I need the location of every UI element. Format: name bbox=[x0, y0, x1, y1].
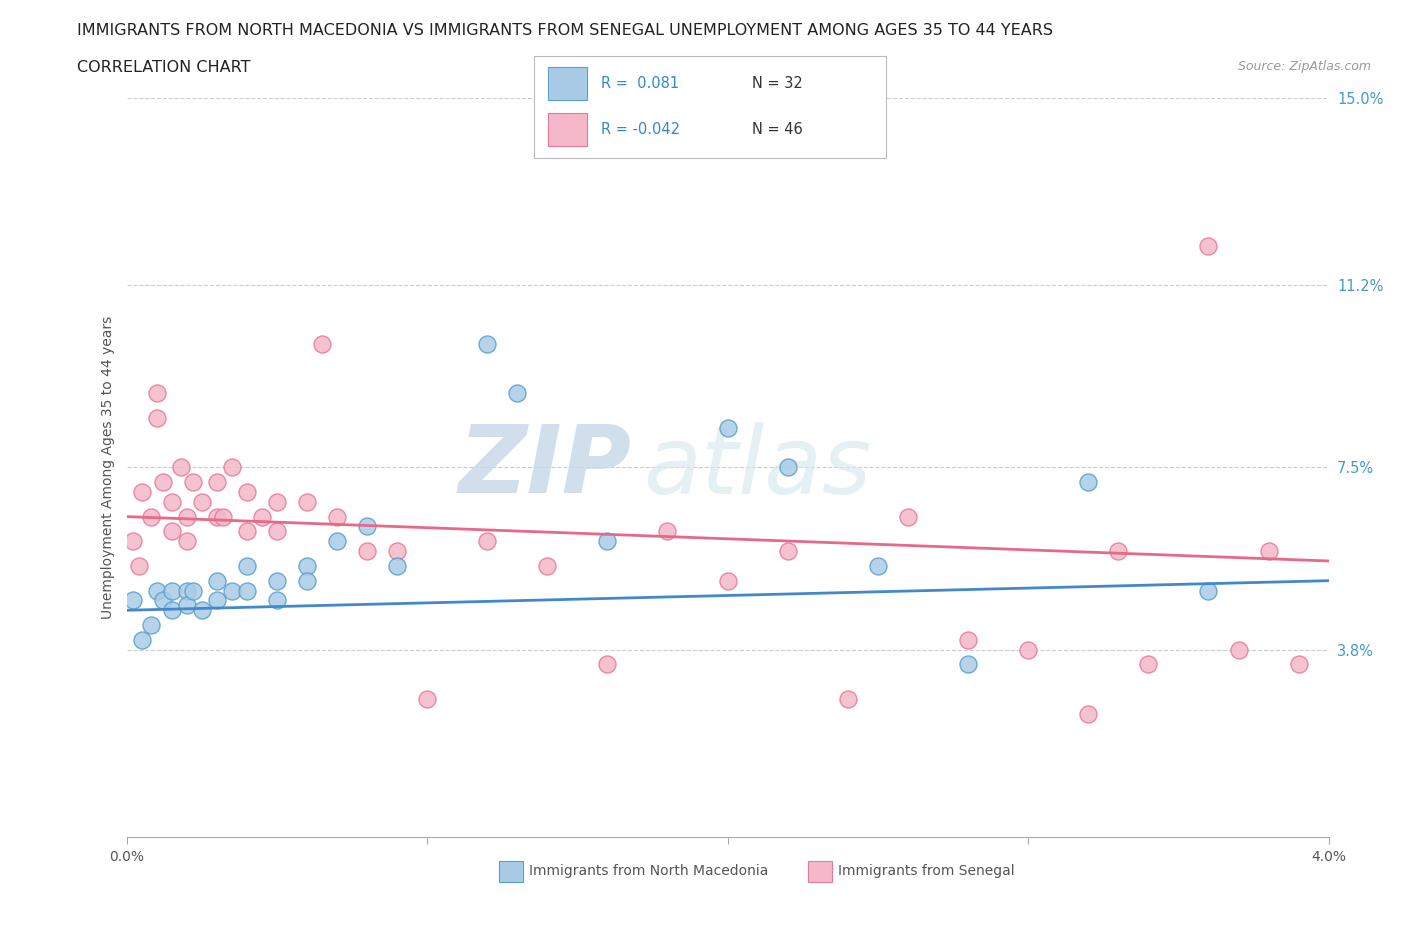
Text: Immigrants from Senegal: Immigrants from Senegal bbox=[838, 864, 1015, 879]
Point bbox=[596, 534, 619, 549]
Point bbox=[536, 558, 558, 573]
Point bbox=[295, 558, 318, 573]
Point bbox=[176, 583, 198, 598]
Point bbox=[145, 386, 167, 401]
Point bbox=[211, 510, 233, 525]
Point bbox=[181, 583, 204, 598]
Point bbox=[1107, 544, 1129, 559]
Bar bbox=[548, 113, 586, 146]
Point bbox=[160, 603, 183, 618]
Point bbox=[1077, 707, 1099, 722]
Point bbox=[152, 474, 174, 489]
Text: CORRELATION CHART: CORRELATION CHART bbox=[77, 60, 250, 75]
Point bbox=[139, 510, 162, 525]
Point bbox=[190, 495, 212, 510]
Point bbox=[475, 337, 498, 352]
Point bbox=[326, 510, 349, 525]
Point bbox=[385, 544, 408, 559]
Text: R =  0.081: R = 0.081 bbox=[602, 76, 679, 91]
Point bbox=[1137, 657, 1160, 671]
Point bbox=[385, 558, 408, 573]
Point bbox=[205, 593, 228, 608]
Text: N = 32: N = 32 bbox=[752, 76, 803, 91]
Point bbox=[866, 558, 889, 573]
Point bbox=[131, 485, 153, 499]
Point bbox=[956, 632, 979, 647]
Text: atlas: atlas bbox=[644, 422, 872, 512]
Text: R = -0.042: R = -0.042 bbox=[602, 122, 681, 137]
Point bbox=[1227, 643, 1250, 658]
Point bbox=[295, 495, 318, 510]
Point bbox=[776, 544, 799, 559]
Text: Source: ZipAtlas.com: Source: ZipAtlas.com bbox=[1237, 60, 1371, 73]
Point bbox=[1197, 238, 1219, 253]
Point bbox=[190, 603, 212, 618]
Point bbox=[235, 485, 259, 499]
Point bbox=[416, 692, 439, 707]
Point bbox=[235, 524, 259, 538]
Point bbox=[311, 337, 333, 352]
Point bbox=[716, 420, 740, 435]
Point bbox=[145, 411, 167, 426]
Point bbox=[181, 474, 204, 489]
Point bbox=[221, 583, 243, 598]
Point bbox=[221, 460, 243, 474]
Text: ZIP: ZIP bbox=[458, 421, 631, 513]
Point bbox=[160, 495, 183, 510]
Point bbox=[128, 558, 150, 573]
Text: IMMIGRANTS FROM NORTH MACEDONIA VS IMMIGRANTS FROM SENEGAL UNEMPLOYMENT AMONG AG: IMMIGRANTS FROM NORTH MACEDONIA VS IMMIG… bbox=[77, 23, 1053, 38]
Point bbox=[160, 583, 183, 598]
Point bbox=[121, 534, 143, 549]
Y-axis label: Unemployment Among Ages 35 to 44 years: Unemployment Among Ages 35 to 44 years bbox=[101, 315, 115, 619]
Point bbox=[657, 524, 679, 538]
Point bbox=[152, 593, 174, 608]
Point bbox=[295, 573, 318, 588]
Point bbox=[145, 583, 167, 598]
Point bbox=[266, 495, 288, 510]
Point bbox=[1288, 657, 1310, 671]
Point bbox=[1257, 544, 1279, 559]
Point bbox=[235, 558, 259, 573]
Point bbox=[356, 544, 378, 559]
Point bbox=[169, 460, 191, 474]
Point bbox=[837, 692, 859, 707]
Point bbox=[139, 618, 162, 632]
Point bbox=[121, 593, 143, 608]
Point bbox=[1017, 643, 1039, 658]
Point bbox=[356, 519, 378, 534]
Point bbox=[131, 632, 153, 647]
Point bbox=[1077, 474, 1099, 489]
Point bbox=[475, 534, 498, 549]
Text: N = 46: N = 46 bbox=[752, 122, 803, 137]
Point bbox=[176, 510, 198, 525]
Text: Immigrants from North Macedonia: Immigrants from North Macedonia bbox=[529, 864, 768, 879]
Point bbox=[716, 573, 740, 588]
Point bbox=[235, 583, 259, 598]
Point bbox=[176, 534, 198, 549]
Point bbox=[266, 524, 288, 538]
Bar bbox=[548, 67, 586, 100]
Point bbox=[176, 598, 198, 613]
Point bbox=[266, 573, 288, 588]
Point bbox=[205, 474, 228, 489]
Point bbox=[326, 534, 349, 549]
Point bbox=[776, 460, 799, 474]
Point bbox=[250, 510, 273, 525]
Point bbox=[956, 657, 979, 671]
Point bbox=[205, 510, 228, 525]
Point bbox=[266, 593, 288, 608]
Point bbox=[897, 510, 920, 525]
Point bbox=[205, 573, 228, 588]
Point bbox=[160, 524, 183, 538]
Point bbox=[506, 386, 529, 401]
Point bbox=[1197, 583, 1219, 598]
Point bbox=[596, 657, 619, 671]
